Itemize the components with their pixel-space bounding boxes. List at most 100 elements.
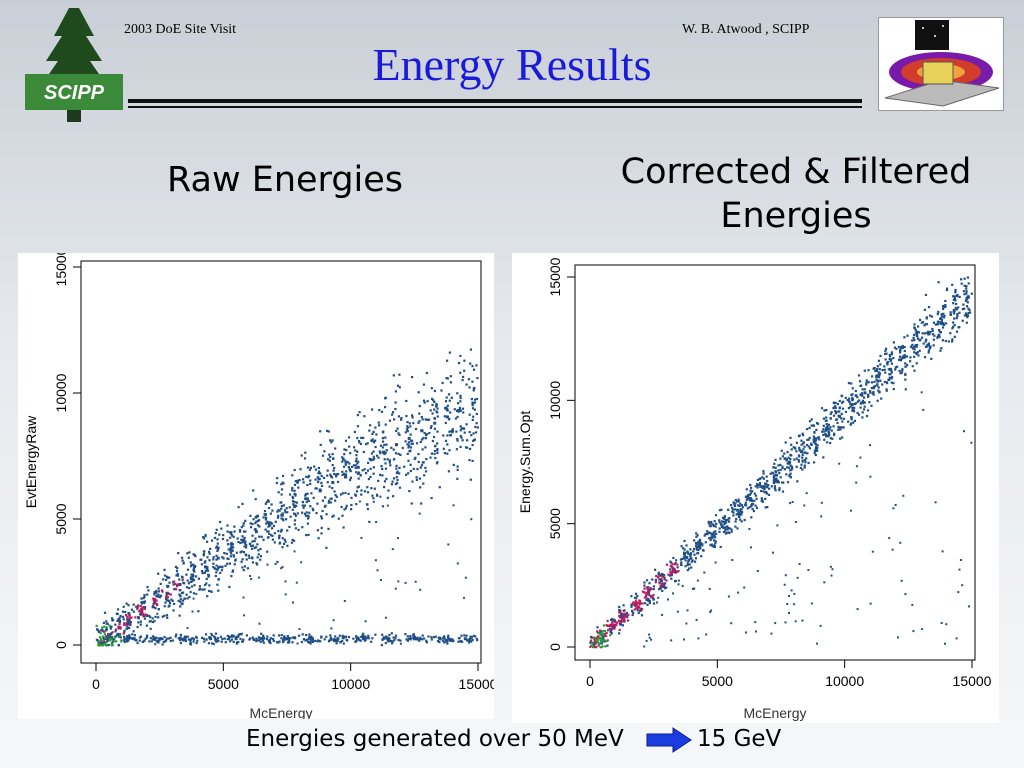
scatter-point xyxy=(407,441,410,444)
scatter-point xyxy=(627,613,630,616)
scatter-point xyxy=(122,632,125,635)
scatter-point xyxy=(741,506,744,509)
scatter-point xyxy=(372,472,375,475)
scatter-point xyxy=(659,574,663,577)
scatter-point xyxy=(415,476,418,479)
scatter-point xyxy=(454,417,457,420)
scatter-point xyxy=(787,456,790,459)
scatter-point xyxy=(812,424,815,427)
scatter-point xyxy=(475,431,478,434)
scatter-point xyxy=(751,503,754,506)
scatter-point xyxy=(876,367,879,371)
scatter-point xyxy=(944,339,947,343)
scatter-point xyxy=(349,478,352,482)
scatter-point xyxy=(201,588,204,591)
scatter-point xyxy=(216,583,219,586)
scatter-point xyxy=(664,582,667,585)
scatter-point xyxy=(123,640,126,643)
scatter-point xyxy=(143,600,147,603)
scatter-point xyxy=(802,441,805,444)
scatter-point xyxy=(379,444,383,447)
scatter-point xyxy=(756,570,759,572)
scatter-point xyxy=(256,639,259,642)
scatter-point xyxy=(270,503,273,506)
scatter-point xyxy=(172,583,175,586)
scatter-point xyxy=(965,297,969,301)
scatter-point xyxy=(838,399,841,403)
scatter-point xyxy=(913,326,916,329)
scatter-point xyxy=(718,509,721,512)
scatter-point xyxy=(162,578,165,581)
scatter-point xyxy=(396,427,399,430)
scatter-point xyxy=(189,580,192,584)
scatter-point xyxy=(755,497,758,500)
scatter-point xyxy=(897,346,901,349)
scatter-point xyxy=(231,549,234,552)
scatter-point xyxy=(202,552,205,556)
scatter-point xyxy=(683,553,686,556)
scatter-point xyxy=(711,545,714,548)
scatter-point xyxy=(202,536,205,539)
scatter-point xyxy=(680,563,683,567)
scatter-point xyxy=(727,517,730,520)
scatter-point xyxy=(441,637,444,640)
scatter-point xyxy=(446,443,449,446)
scatter-point xyxy=(254,515,257,519)
scatter-point xyxy=(222,557,225,560)
scatter-point xyxy=(648,588,651,591)
scatter-point xyxy=(259,640,262,643)
scatter-point xyxy=(179,605,182,608)
scatter-point xyxy=(744,495,747,498)
scatter-point xyxy=(285,507,288,510)
scatter-point xyxy=(336,480,340,483)
scatter-point xyxy=(686,562,689,565)
scatter-point xyxy=(266,638,269,641)
scatter-point xyxy=(192,640,195,643)
scatter-point xyxy=(241,541,244,544)
scatter-point xyxy=(178,614,181,617)
scatter-point xyxy=(955,330,959,333)
scatter-point xyxy=(337,473,340,476)
scatter-point xyxy=(201,571,204,574)
scatter-point xyxy=(621,614,625,618)
scatter-point xyxy=(262,538,265,541)
scatter-point xyxy=(188,551,191,554)
scatter-point xyxy=(872,393,875,396)
scatter-point xyxy=(308,511,311,514)
scatter-point xyxy=(126,618,129,621)
scatter-point xyxy=(148,640,151,643)
scatter-point xyxy=(683,539,686,543)
scatter-point xyxy=(155,591,158,594)
scatter-point xyxy=(242,530,246,533)
scatter-point xyxy=(708,531,711,534)
scatter-point xyxy=(626,615,629,618)
scatter-point xyxy=(671,563,674,566)
scatter-point xyxy=(674,571,677,574)
scatter-point xyxy=(962,303,965,306)
scatter-point xyxy=(774,466,777,469)
scatter-point xyxy=(738,504,741,508)
scatter-point xyxy=(600,642,604,645)
scatter-point xyxy=(639,600,642,603)
scatter-point xyxy=(847,407,850,410)
scatter-point xyxy=(459,371,462,374)
scatter-point xyxy=(404,581,407,584)
scatter-point xyxy=(340,505,343,509)
scatter-point xyxy=(783,583,786,586)
scatter-point xyxy=(422,437,425,440)
scatter-point xyxy=(167,637,171,640)
scatter-point xyxy=(695,535,698,538)
scatter-point xyxy=(97,630,101,633)
scatter-point xyxy=(189,576,192,579)
scatter-point xyxy=(775,474,778,477)
scatter-point xyxy=(308,474,311,478)
scatter-point xyxy=(372,450,375,453)
scatter-point xyxy=(260,632,263,635)
scatter-point xyxy=(599,638,602,641)
scatter-point xyxy=(619,616,622,619)
scatter-point xyxy=(305,475,308,478)
scatter-point xyxy=(758,478,761,481)
scatter-point xyxy=(691,559,694,562)
scatter-point xyxy=(802,448,805,451)
scatter-point xyxy=(645,579,649,582)
